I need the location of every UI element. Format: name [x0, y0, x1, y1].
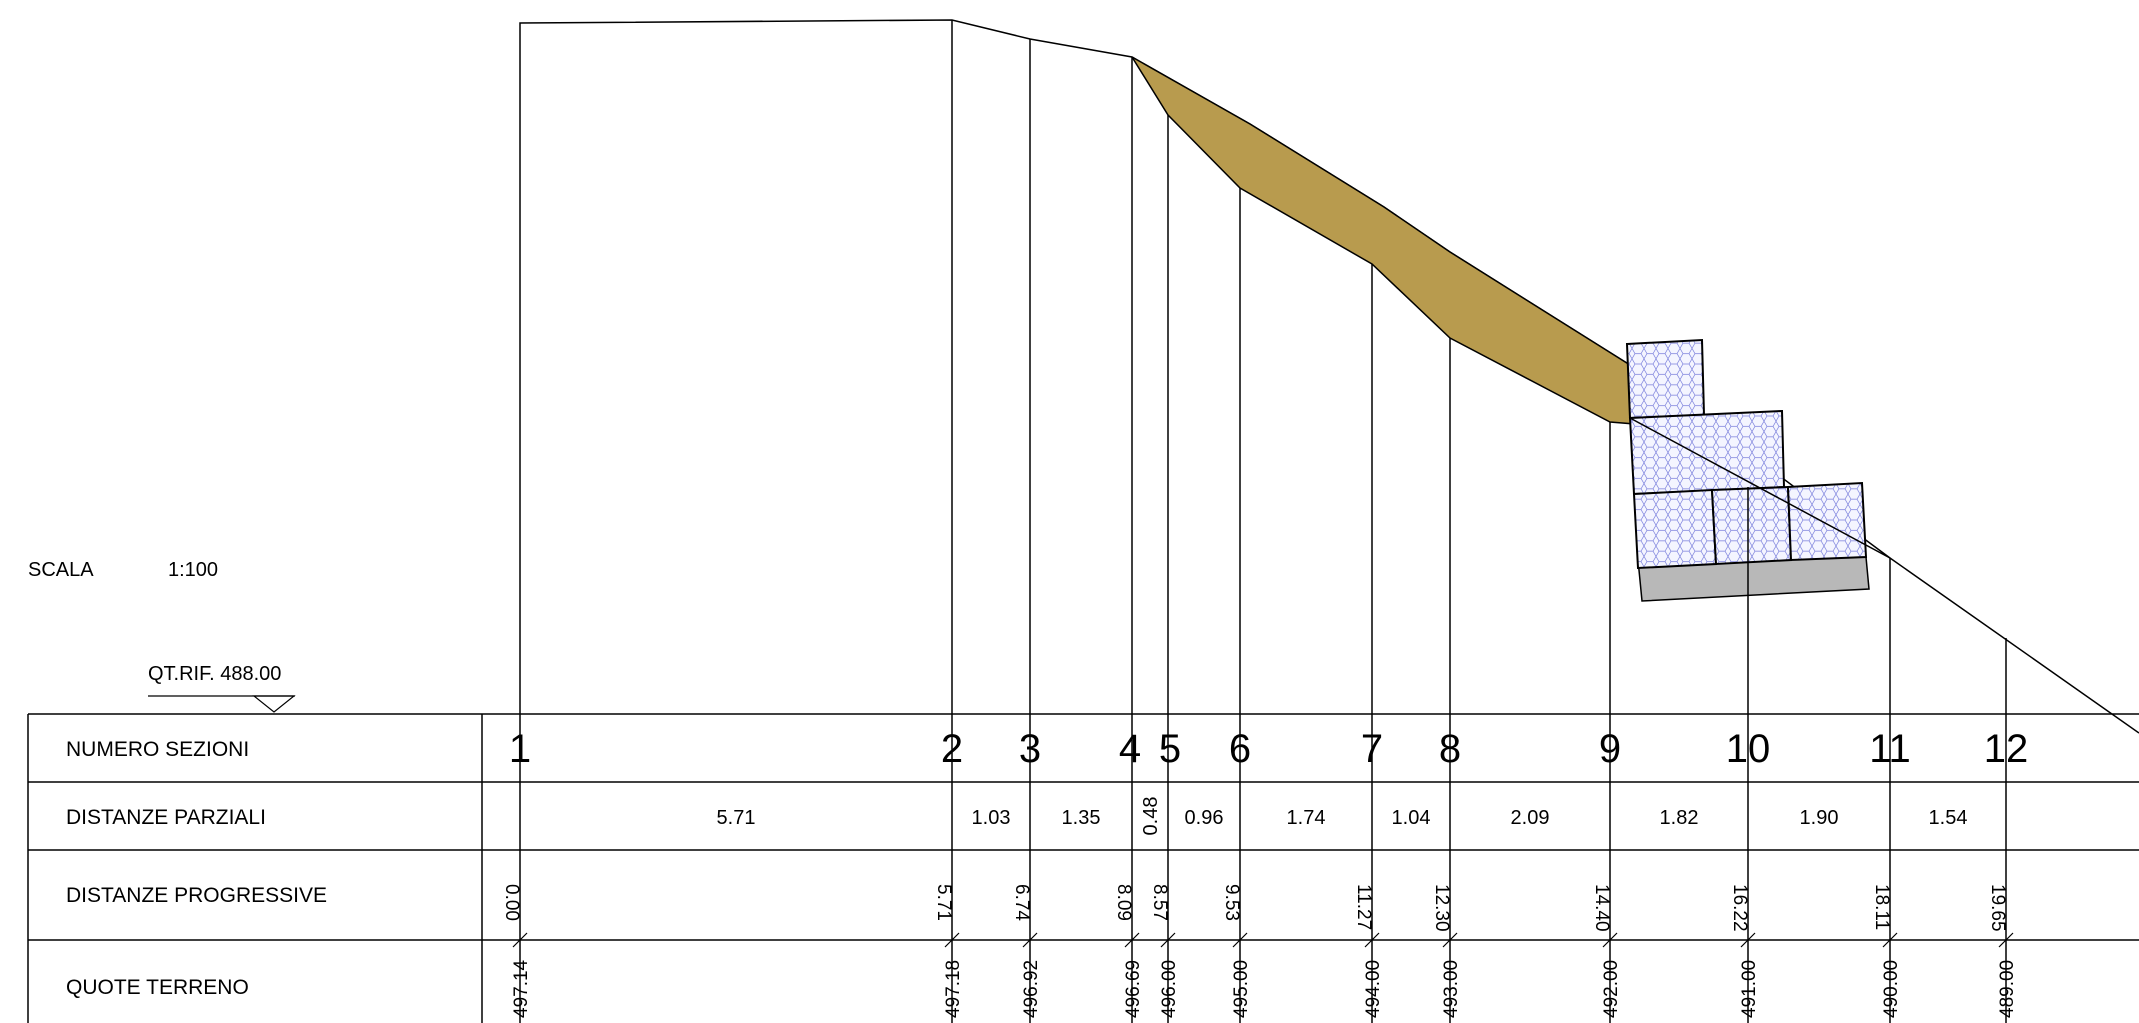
- progressive-distance-10: 16.22: [1729, 884, 1750, 932]
- gabion-block-top: [1625, 338, 1706, 420]
- progressive-distance-11: 18.11: [1871, 884, 1892, 930]
- partial-distance-3: 1.35: [1062, 807, 1101, 829]
- progressive-distance-6: 9.53: [1221, 884, 1242, 921]
- row-label-distanze-progressive: DISTANZE PROGRESSIVE: [66, 884, 327, 907]
- progressive-distance-4: 8.09: [1113, 884, 1134, 921]
- ground-elevation-8: 493.00: [1441, 960, 1462, 1018]
- data-table: NUMERO SEZIONI DISTANZE PARZIALI DISTANZ…: [27, 713, 2139, 1023]
- section-number-10: 10: [1726, 727, 1771, 771]
- ground-line-behind-gabions: [1629, 417, 1891, 559]
- gabion-block-middle: [1628, 409, 1786, 496]
- section-number-11: 11: [1869, 727, 1911, 771]
- scale-value: 1:100: [168, 559, 218, 581]
- section-number-9: 9: [1599, 727, 1621, 771]
- section-tick-8: [1442, 932, 1458, 948]
- section-columns: 1 0.00 497.14 2 5.71 497.18 3 6.74 496.92 4 8.09 49…: [501, 714, 2028, 1023]
- section-tick-5: [1160, 932, 1176, 948]
- partial-distance-2: 1.03: [972, 807, 1011, 829]
- partial-distances: 5.71 1.03 1.35 0.48 0.96 1.74 1.04 2.09 1.82 1.90…: [717, 797, 1968, 836]
- ground-elevation-2: 497.18: [943, 960, 964, 1018]
- section-number-6: 6: [1229, 727, 1251, 771]
- section-tick-11: [1882, 932, 1898, 948]
- fill-zone: [1131, 56, 1636, 425]
- progressive-distance-8: 12.30: [1431, 884, 1452, 932]
- scale-label: SCALA: [28, 559, 94, 581]
- partial-distance-11: 1.54: [1929, 807, 1968, 829]
- partial-distance-6: 1.74: [1287, 807, 1326, 829]
- row-label-quote-terreno: QUOTE TERRENO: [66, 976, 249, 999]
- ground-elevation-12: 489.00: [1997, 960, 2018, 1018]
- ground-elevation-4: 496.69: [1123, 960, 1144, 1018]
- reference-elevation-label: QT.RIF. 488.00: [148, 663, 281, 685]
- ground-elevation-6: 495.00: [1231, 960, 1252, 1018]
- section-tick-9: [1602, 932, 1618, 948]
- row-label-distanze-parziali: DISTANZE PARZIALI: [66, 806, 266, 829]
- partial-distance-1: 5.71: [717, 807, 756, 829]
- ground-elevation-10: 491.00: [1739, 960, 1760, 1018]
- ground-elevation-7: 494.00: [1363, 960, 1384, 1018]
- section-number-12: 12: [1984, 727, 2029, 771]
- section-tick-2: [944, 932, 960, 948]
- section-number-2: 2: [941, 727, 963, 771]
- ground-profile-line: [519, 19, 2139, 734]
- section-number-4: 4: [1119, 727, 1141, 771]
- partial-distance-10: 1.90: [1800, 807, 1839, 829]
- section-tick-7: [1364, 932, 1380, 948]
- progressive-distance-5: 8.57: [1149, 884, 1170, 921]
- ground-elevation-5: 496.00: [1159, 960, 1180, 1018]
- progressive-distance-1: 0.00: [501, 884, 522, 921]
- partial-distance-4: 0.48: [1140, 797, 1162, 836]
- gabion-wall: [1625, 338, 1868, 570]
- ground-elevation-9: 492.00: [1601, 960, 1622, 1018]
- partial-distance-9: 1.82: [1660, 807, 1699, 829]
- progressive-distance-3: 6.74: [1011, 884, 1032, 921]
- gabion-block-bottom-right: [1786, 481, 1868, 562]
- progressive-distance-2: 5.71: [933, 884, 954, 921]
- section-number-1: 1: [509, 727, 531, 771]
- section-tick-10: [1740, 932, 1756, 948]
- section-tick-3: [1022, 932, 1038, 948]
- ground-elevation-3: 496.92: [1021, 960, 1042, 1018]
- ground-elevation-11: 490.00: [1881, 960, 1902, 1018]
- partial-distance-7: 1.04: [1392, 807, 1431, 829]
- section-lines: [951, 20, 2007, 714]
- row-label-numero-sezioni: NUMERO SEZIONI: [66, 738, 249, 761]
- progressive-distance-7: 11.27: [1353, 884, 1374, 930]
- section-tick-4: [1124, 932, 1140, 948]
- section-number-7: 7: [1361, 727, 1383, 771]
- reference-triangle-icon: [252, 695, 296, 713]
- section-tick-12: [1998, 932, 2014, 948]
- ground-elevation-1: 497.14: [511, 959, 532, 1018]
- section-tick-6: [1232, 932, 1248, 948]
- progressive-distance-12: 19.65: [1987, 884, 2008, 932]
- section-tick-1: [512, 932, 528, 948]
- progressive-distance-9: 14.40: [1591, 884, 1612, 932]
- section-number-5: 5: [1159, 727, 1181, 771]
- partial-distance-5: 0.96: [1185, 807, 1224, 829]
- section-number-3: 3: [1019, 727, 1041, 771]
- partial-distance-8: 2.09: [1511, 807, 1550, 829]
- section-number-8: 8: [1439, 727, 1461, 771]
- gabion-block-bottom-left: [1632, 488, 1718, 570]
